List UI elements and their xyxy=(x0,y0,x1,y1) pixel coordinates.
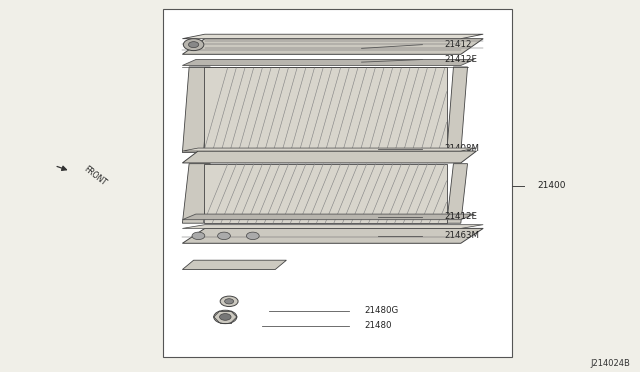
Circle shape xyxy=(225,299,234,304)
Circle shape xyxy=(214,310,237,324)
Bar xyxy=(204,67,447,153)
Circle shape xyxy=(188,42,198,48)
Polygon shape xyxy=(182,164,210,223)
Polygon shape xyxy=(182,148,476,151)
Polygon shape xyxy=(182,214,474,219)
Text: 21412: 21412 xyxy=(445,40,472,49)
Circle shape xyxy=(218,232,230,240)
Text: 21480: 21480 xyxy=(365,321,392,330)
Circle shape xyxy=(183,39,204,51)
Polygon shape xyxy=(182,228,483,243)
Text: FRONT: FRONT xyxy=(82,164,108,187)
Text: 21480G: 21480G xyxy=(365,306,399,315)
Circle shape xyxy=(192,232,205,240)
Polygon shape xyxy=(182,67,210,153)
Circle shape xyxy=(220,314,231,320)
Text: 21400: 21400 xyxy=(538,182,566,190)
Text: 21408M: 21408M xyxy=(445,144,480,153)
Polygon shape xyxy=(182,260,287,269)
Bar xyxy=(204,164,447,223)
Polygon shape xyxy=(182,39,483,54)
Polygon shape xyxy=(182,225,483,228)
Polygon shape xyxy=(447,164,467,223)
Polygon shape xyxy=(182,60,474,65)
Polygon shape xyxy=(182,151,476,163)
Polygon shape xyxy=(447,67,467,153)
Bar xyxy=(163,9,512,357)
Text: 21412E: 21412E xyxy=(445,55,478,64)
Circle shape xyxy=(246,232,259,240)
Text: 21463M: 21463M xyxy=(445,231,480,240)
Polygon shape xyxy=(182,34,483,39)
Circle shape xyxy=(220,296,238,307)
Text: 21412E: 21412E xyxy=(445,212,478,221)
Text: J214024B: J214024B xyxy=(591,359,630,368)
